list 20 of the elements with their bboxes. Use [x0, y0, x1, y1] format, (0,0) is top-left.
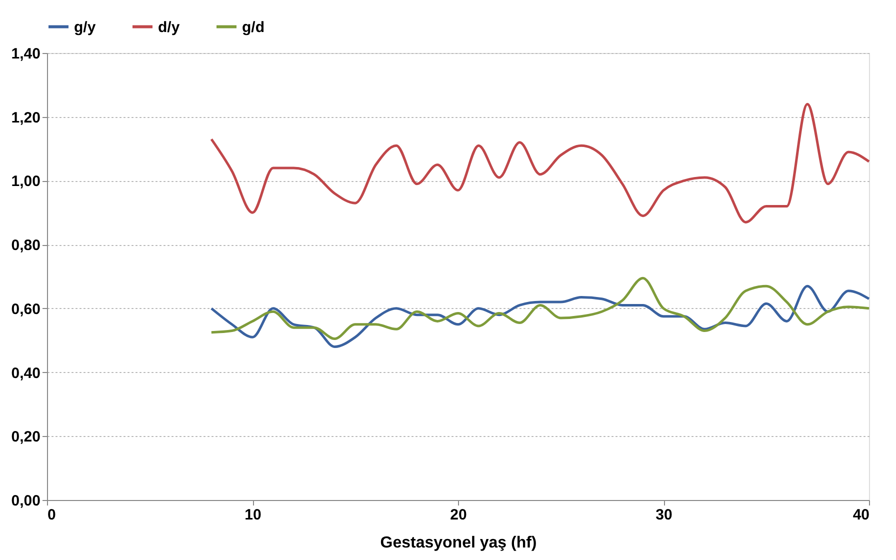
y-tick-label: 0,80	[11, 237, 40, 254]
x-tick-label: 40	[852, 506, 870, 524]
legend-label: g/y	[74, 18, 96, 36]
x-axis-title: Gestasyonel yaş (hf)	[380, 534, 537, 552]
y-tick-label: 0,60	[11, 300, 40, 318]
x-tick-label: 10	[244, 506, 262, 524]
x-tick-label: 30	[656, 506, 672, 524]
y-tick-label: 1,40	[11, 46, 40, 62]
y-tick-label: 1,20	[11, 109, 40, 126]
x-tick-label: 20	[450, 506, 467, 524]
y-tick-label: 0,40	[11, 364, 40, 382]
x-tick-label: 0	[48, 506, 56, 524]
y-tick-label: 0,00	[11, 492, 40, 510]
legend-label: g/d	[242, 18, 264, 36]
line-series	[210, 284, 870, 348]
y-tick-label: 1,00	[11, 173, 40, 190]
legend-label: d/y	[158, 18, 180, 36]
y-tick-label: 0,20	[11, 428, 40, 446]
line-series	[210, 276, 870, 340]
line-series	[210, 102, 870, 224]
